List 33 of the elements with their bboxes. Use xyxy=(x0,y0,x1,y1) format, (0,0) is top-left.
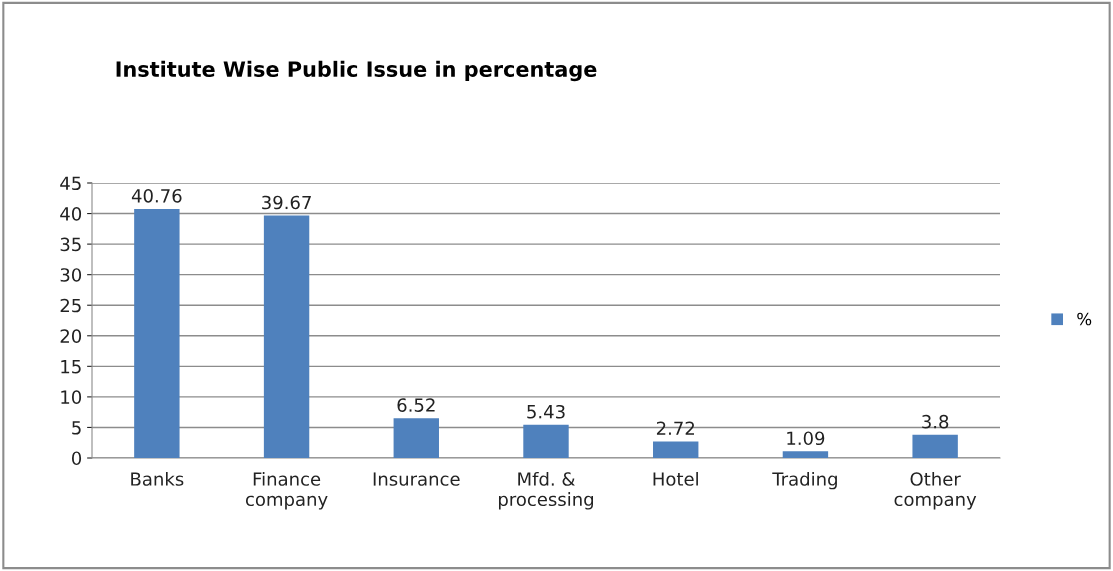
bar xyxy=(782,451,829,458)
y-tick-label: 25 xyxy=(60,298,81,313)
x-tick-label: Banks xyxy=(131,471,184,486)
y-tick-label: 30 xyxy=(60,268,82,282)
x-tick-label: Finance company xyxy=(245,471,328,510)
data-label: 40.76 xyxy=(131,188,182,203)
data-label: 2.72 xyxy=(656,421,695,435)
data-label: 6.52 xyxy=(397,398,435,412)
bar xyxy=(134,208,180,458)
bar xyxy=(393,418,439,458)
data-label: 3.8 xyxy=(922,414,949,429)
x-tick-label: Trading xyxy=(772,471,837,490)
y-tick-label: 20 xyxy=(60,329,82,343)
bar xyxy=(263,215,310,458)
y-tick-label: 40 xyxy=(60,207,82,221)
y-tick-label: 0 xyxy=(71,451,82,466)
data-label: 5.43 xyxy=(527,404,565,419)
data-label: 39.67 xyxy=(262,195,311,210)
y-tick-label: 10 xyxy=(61,390,82,405)
bar xyxy=(912,434,958,458)
bar xyxy=(523,424,569,458)
bar xyxy=(653,441,699,458)
x-tick-label: Hotel xyxy=(653,471,698,486)
y-tick-label: 15 xyxy=(61,360,81,374)
y-tick-label: 45 xyxy=(60,176,81,191)
x-tick-label: Mfd. & processing xyxy=(498,471,594,510)
x-tick-label: Insurance xyxy=(373,472,460,486)
chart-title: Institute Wise Public Issue in percentage xyxy=(116,60,597,82)
legend-label: % xyxy=(1077,312,1092,326)
x-tick-label: Other company xyxy=(894,471,977,510)
data-label: 1.09 xyxy=(787,431,825,446)
y-tick-label: 5 xyxy=(72,421,81,435)
y-tick-label: 35 xyxy=(60,237,81,252)
